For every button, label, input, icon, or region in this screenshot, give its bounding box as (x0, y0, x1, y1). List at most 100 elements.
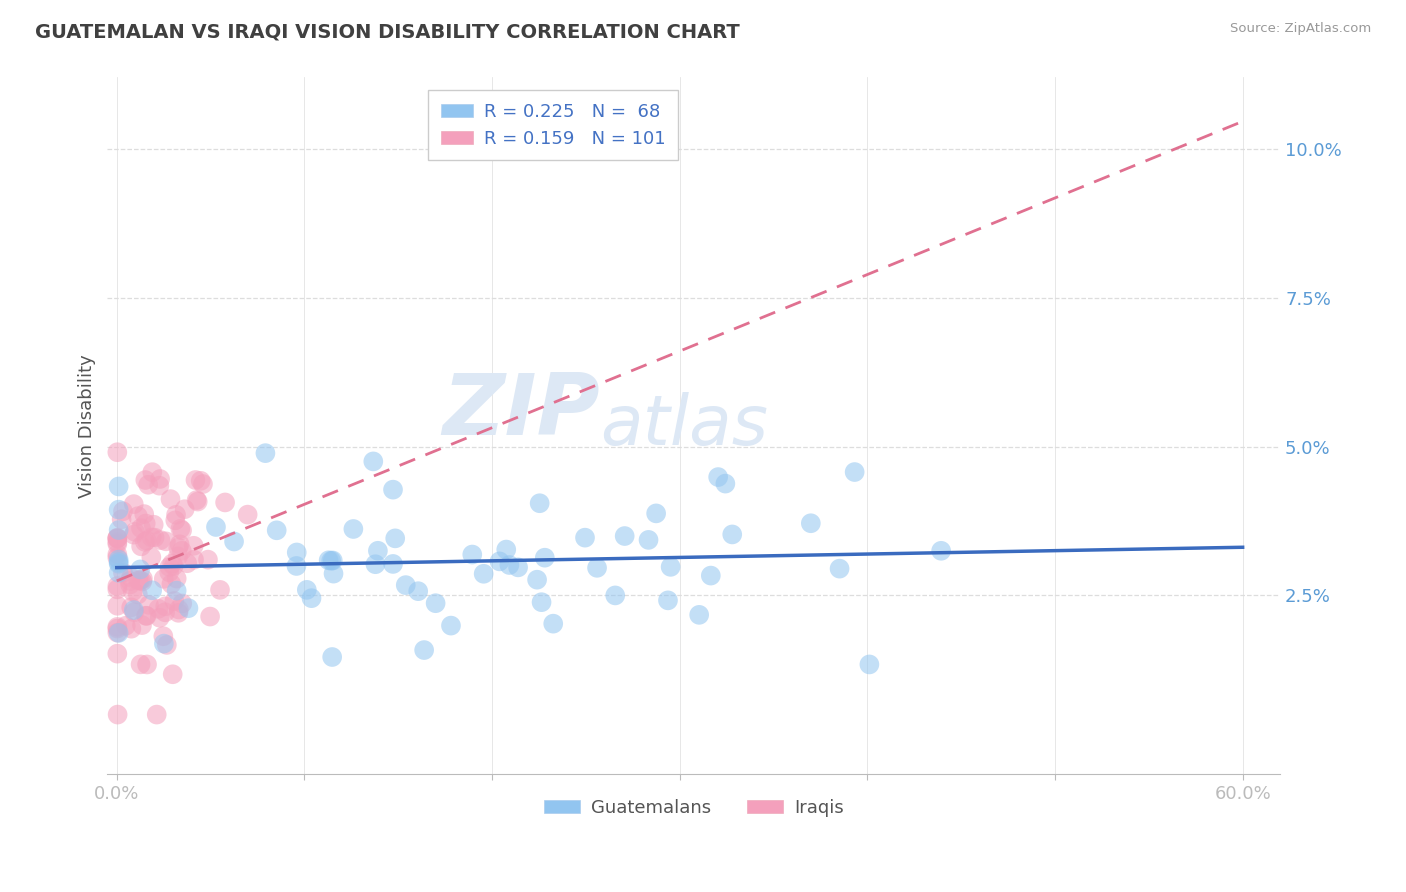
Point (105, 531, 128, 545)
Point (406, 584, 429, 599)
Point (107, 566, 129, 580)
Point (659, 559, 682, 574)
Point (488, 554, 510, 568)
Point (145, 707, 167, 722)
Point (688, 607, 710, 622)
Point (169, 522, 191, 536)
Point (183, 552, 205, 566)
Point (105, 647, 128, 661)
Point (105, 535, 128, 549)
Point (172, 524, 194, 538)
Point (143, 531, 166, 545)
Point (285, 545, 308, 559)
Point (127, 574, 149, 588)
Point (166, 583, 188, 598)
Point (177, 601, 200, 615)
Point (105, 582, 128, 597)
Point (105, 445, 128, 459)
Legend: Guatemalans, Iraqis: Guatemalans, Iraqis (537, 792, 851, 824)
Point (127, 509, 149, 524)
Point (122, 497, 145, 511)
Point (118, 577, 141, 591)
Point (120, 600, 142, 615)
Point (111, 504, 134, 518)
Point (105, 599, 128, 613)
Point (167, 606, 190, 620)
Text: Source: ZipAtlas.com: Source: ZipAtlas.com (1230, 22, 1371, 36)
Point (121, 584, 143, 599)
Point (285, 558, 308, 573)
Point (382, 557, 405, 571)
Point (163, 558, 186, 573)
Point (155, 534, 177, 549)
Point (190, 474, 212, 488)
Point (156, 638, 179, 652)
Point (141, 583, 163, 598)
Point (107, 502, 129, 516)
Point (498, 558, 520, 572)
Point (266, 524, 288, 538)
Point (198, 609, 221, 624)
Point (529, 496, 551, 510)
Point (135, 533, 157, 548)
Point (530, 595, 553, 609)
Point (105, 620, 128, 634)
Point (184, 473, 207, 487)
Point (321, 554, 343, 568)
Point (141, 465, 163, 479)
Point (541, 616, 564, 631)
Point (135, 516, 157, 531)
Point (395, 578, 418, 592)
Text: ZIP: ZIP (443, 370, 600, 453)
Point (166, 572, 188, 586)
Point (605, 589, 627, 603)
Point (107, 557, 129, 571)
Point (322, 566, 344, 581)
Point (321, 650, 343, 665)
Point (135, 608, 157, 623)
Point (384, 532, 406, 546)
Point (929, 543, 952, 558)
Point (526, 573, 548, 587)
Point (142, 517, 165, 532)
Point (111, 512, 134, 526)
Point (153, 599, 176, 614)
Point (122, 527, 145, 541)
Point (153, 637, 176, 651)
Point (152, 572, 174, 586)
Point (172, 597, 194, 611)
Point (382, 483, 405, 497)
Point (120, 622, 142, 636)
Point (645, 507, 668, 521)
Point (157, 566, 180, 580)
Point (136, 477, 159, 491)
Point (425, 596, 447, 610)
Point (657, 593, 679, 607)
Point (138, 598, 160, 612)
Point (208, 582, 231, 597)
Point (105, 537, 128, 551)
Text: GUATEMALAN VS IRAQI VISION DISABILITY CORRELATION CHART: GUATEMALAN VS IRAQI VISION DISABILITY CO… (35, 22, 740, 41)
Point (586, 561, 609, 575)
Point (186, 493, 208, 508)
Point (129, 657, 152, 672)
Point (191, 477, 214, 491)
Point (105, 548, 128, 562)
Point (159, 492, 181, 507)
Point (613, 529, 636, 543)
Point (105, 531, 128, 545)
Point (132, 572, 155, 586)
Point (828, 561, 851, 575)
Point (533, 550, 555, 565)
Point (205, 520, 228, 534)
Point (364, 558, 387, 572)
Point (148, 478, 170, 492)
Point (124, 524, 146, 539)
Point (714, 476, 737, 491)
Point (637, 533, 659, 547)
Point (165, 508, 187, 522)
Point (413, 643, 436, 657)
Point (149, 472, 172, 486)
Point (148, 602, 170, 616)
Point (440, 618, 463, 632)
